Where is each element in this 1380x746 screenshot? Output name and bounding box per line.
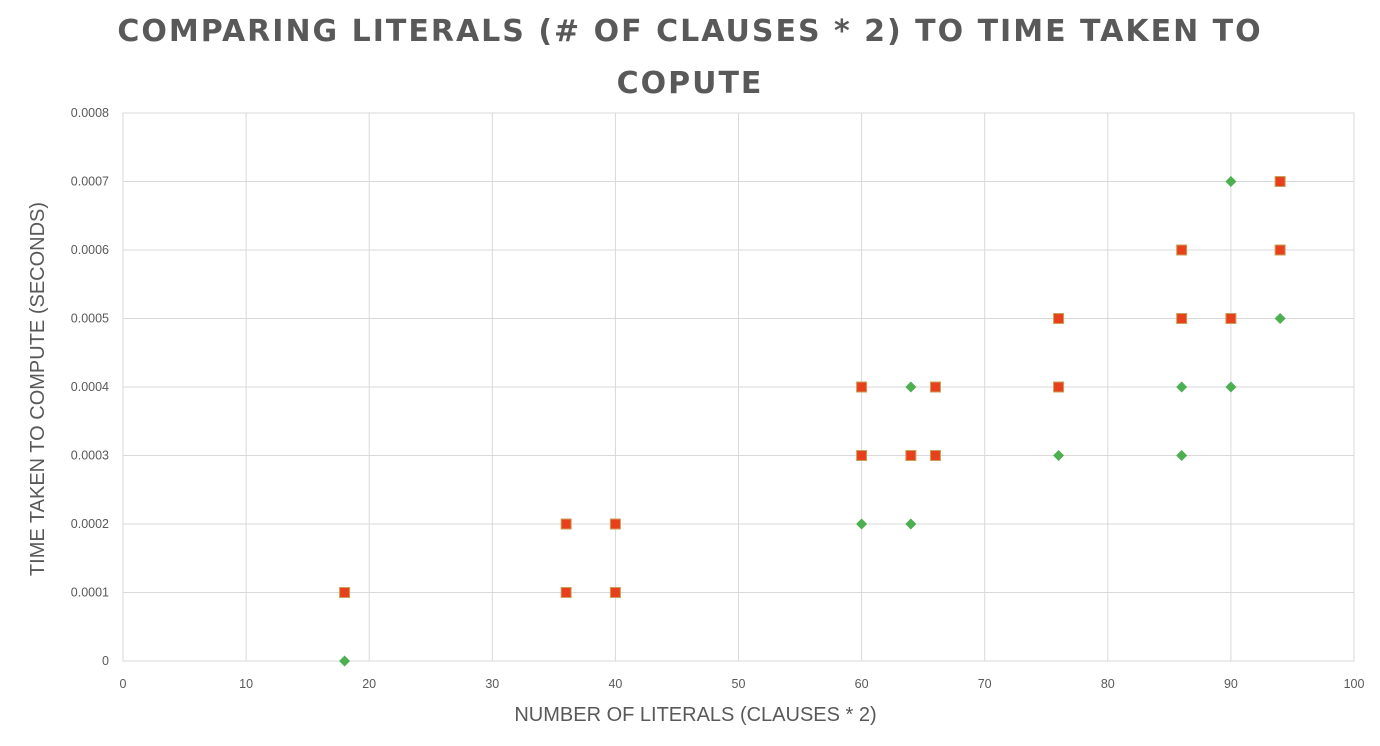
y-tick-label: 0.0006	[71, 243, 109, 257]
data-point-square	[560, 518, 572, 530]
data-point-square	[905, 450, 917, 461]
chart-title: COMPARING LITERALS (# OF CLAUSES * 2) TO…	[117, 14, 1263, 101]
x-tick-label: 60	[855, 677, 869, 691]
data-point-square	[856, 381, 868, 393]
data-point-square	[1176, 313, 1188, 324]
data-point-diamond	[856, 518, 868, 530]
data-point-square	[1053, 313, 1065, 324]
y-axis-title: TIME TAKEN TO COMPUTE (SECONDS)	[27, 202, 49, 576]
data-point-square	[856, 450, 868, 461]
data-point-diamond	[905, 518, 917, 530]
x-tick-label: 50	[732, 677, 746, 691]
data-point-diamond	[1225, 176, 1237, 187]
x-axis-title: NUMBER OF LITERALS (CLAUSES * 2)	[514, 704, 876, 726]
data-points	[339, 176, 1286, 667]
data-point-square	[1053, 381, 1065, 393]
x-tick-label: 90	[1224, 677, 1238, 691]
y-tick-label: 0.0008	[71, 106, 109, 120]
x-tick-label: 40	[608, 677, 622, 691]
data-point-square	[929, 381, 941, 393]
data-point-diamond	[339, 655, 351, 667]
y-tick-label: 0.0005	[71, 312, 109, 326]
y-tick-label: 0.0004	[71, 380, 109, 394]
data-point-diamond	[1176, 450, 1188, 461]
data-point-square	[1274, 244, 1286, 256]
y-tick-label: 0	[102, 654, 109, 668]
data-point-square	[1176, 244, 1188, 256]
data-point-square	[1225, 313, 1237, 324]
data-point-square	[609, 587, 621, 598]
data-point-diamond	[905, 381, 917, 393]
x-tick-label: 30	[485, 677, 499, 691]
x-tick-label: 70	[978, 677, 992, 691]
x-axis-ticks: 0 10 20 30 40 50 60 70 80 90 100	[120, 677, 1365, 691]
y-tick-label: 0.0003	[71, 449, 109, 463]
y-tick-label: 0.0002	[71, 517, 109, 531]
data-point-diamond	[1053, 450, 1065, 461]
data-point-diamond	[1176, 381, 1188, 393]
data-point-square	[929, 450, 941, 461]
data-point-square	[1274, 176, 1286, 187]
data-point-square	[609, 518, 621, 530]
gridlines	[122, 112, 1355, 662]
x-tick-label: 80	[1101, 677, 1115, 691]
x-tick-label: 10	[239, 677, 253, 691]
data-point-diamond	[1225, 381, 1237, 393]
data-point-square	[339, 587, 351, 598]
y-axis-ticks: 0 0.0001 0.0002 0.0003 0.0004 0.0005 0.0006 0.0…	[71, 106, 109, 668]
data-point-diamond	[1274, 313, 1286, 324]
plot-area	[122, 112, 1355, 662]
x-tick-label: 20	[362, 677, 376, 691]
x-tick-label: 100	[1344, 677, 1365, 691]
data-point-square	[560, 587, 572, 598]
y-tick-label: 0.0007	[71, 175, 109, 189]
y-tick-label: 0.0001	[71, 586, 109, 600]
x-tick-label: 0	[120, 677, 127, 691]
